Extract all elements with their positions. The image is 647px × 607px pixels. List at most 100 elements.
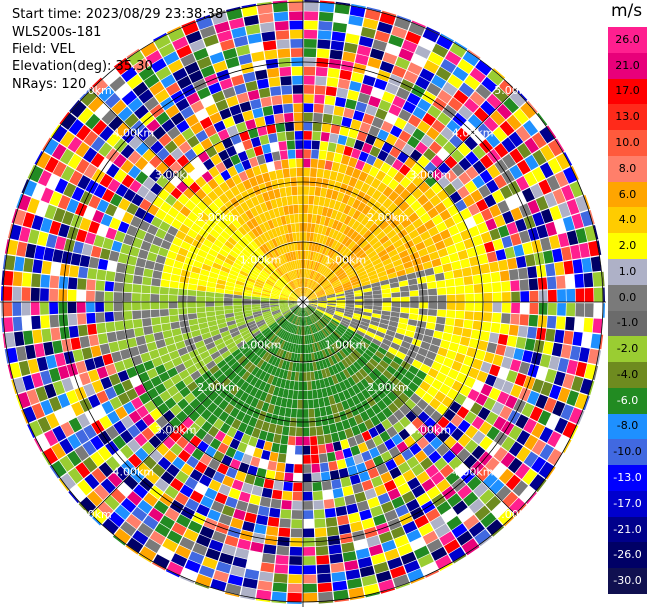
range-gate xyxy=(260,271,269,279)
range-gate xyxy=(247,465,258,476)
range-gate xyxy=(246,187,256,199)
range-gate xyxy=(362,113,375,125)
range-gate xyxy=(539,162,554,179)
range-gate xyxy=(290,305,299,311)
range-gate xyxy=(352,315,362,321)
range-gate xyxy=(12,271,23,287)
range-gate xyxy=(178,295,187,302)
range-gate xyxy=(342,317,351,323)
range-gate xyxy=(160,74,176,89)
range-gate xyxy=(487,69,504,86)
range-gate xyxy=(282,491,293,501)
range-gate xyxy=(335,506,348,517)
range-gate xyxy=(326,259,334,268)
range-gate xyxy=(123,401,136,415)
range-gate xyxy=(282,289,291,295)
range-gate xyxy=(561,246,572,261)
range-gate xyxy=(104,302,114,312)
range-gate xyxy=(303,445,311,455)
range-gate xyxy=(447,74,463,89)
range-gate xyxy=(372,226,383,237)
range-gate xyxy=(308,241,313,251)
range-gate xyxy=(326,526,339,537)
range-gate xyxy=(407,477,421,490)
range-gate xyxy=(315,289,324,295)
range-gate xyxy=(360,255,370,264)
range-gate xyxy=(400,218,412,229)
range-gate xyxy=(429,194,442,207)
range-gate xyxy=(569,407,583,424)
range-gate xyxy=(115,83,132,99)
range-gate xyxy=(480,100,496,116)
range-gate xyxy=(282,224,289,234)
range-gate xyxy=(254,419,264,430)
range-gate xyxy=(316,555,330,565)
range-gate xyxy=(566,390,579,407)
range-gate xyxy=(279,150,288,160)
range-gate xyxy=(289,546,302,556)
range-gate xyxy=(260,233,268,243)
range-gate xyxy=(245,168,255,179)
range-gate xyxy=(145,470,160,485)
range-gate xyxy=(154,383,167,395)
range-gate xyxy=(415,326,426,335)
range-gate xyxy=(499,120,515,137)
range-gate xyxy=(415,141,428,155)
range-gate xyxy=(178,141,192,154)
range-gate xyxy=(422,335,433,344)
range-gate xyxy=(224,403,235,415)
range-gate xyxy=(404,560,421,574)
range-gate xyxy=(329,321,337,329)
range-gate xyxy=(267,219,275,230)
range-gate xyxy=(315,288,323,294)
range-gate xyxy=(229,438,241,450)
range-gate xyxy=(254,315,263,321)
range-gate xyxy=(448,456,463,471)
range-gate xyxy=(292,195,298,205)
range-gate xyxy=(367,270,377,277)
range-gate xyxy=(162,330,173,339)
range-gate xyxy=(291,399,298,409)
range-gate xyxy=(501,137,516,153)
range-gate xyxy=(265,200,273,211)
range-gate xyxy=(336,300,346,302)
range-gate xyxy=(283,321,290,330)
range-gate xyxy=(281,196,288,207)
range-gate xyxy=(162,264,173,274)
colorbar-tick-label: -30.0 xyxy=(613,574,642,588)
range-gate xyxy=(172,200,184,212)
range-gate xyxy=(128,165,141,179)
range-gate xyxy=(180,241,192,251)
range-gate xyxy=(513,244,525,257)
range-gate xyxy=(234,388,245,399)
range-gate xyxy=(245,80,258,92)
range-gate xyxy=(238,53,252,65)
range-gate xyxy=(589,209,595,225)
range-gate xyxy=(308,304,316,310)
range-gate xyxy=(411,20,426,28)
range-gate xyxy=(115,183,129,197)
range-gate xyxy=(344,250,353,259)
range-gate xyxy=(196,290,206,297)
range-gate xyxy=(202,355,213,365)
range-gate xyxy=(391,297,401,302)
range-gate xyxy=(303,112,313,122)
range-gate xyxy=(203,34,219,47)
range-gate xyxy=(583,317,594,333)
range-gate xyxy=(252,310,262,316)
range-gate xyxy=(251,51,265,62)
range-gate xyxy=(307,390,313,400)
range-gate xyxy=(136,185,150,198)
range-gate xyxy=(373,306,382,311)
range-gate xyxy=(164,336,175,346)
range-gate xyxy=(335,373,343,383)
range-gate xyxy=(495,344,507,356)
range-gate xyxy=(457,344,468,355)
range-gate xyxy=(111,240,123,253)
range-gate xyxy=(279,319,287,327)
range-gate xyxy=(472,175,485,189)
range-gate xyxy=(299,307,302,317)
range-gate xyxy=(230,208,240,219)
range-gate xyxy=(254,283,263,289)
range-gate xyxy=(492,526,505,537)
